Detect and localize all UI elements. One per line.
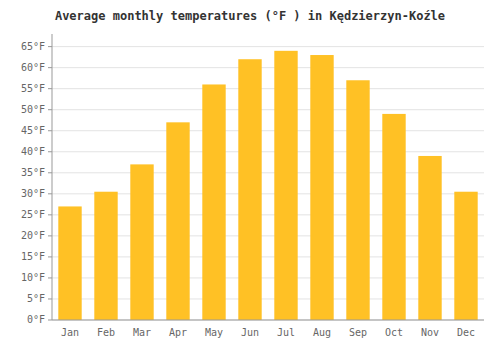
bar: [238, 59, 261, 320]
chart-title: Average monthly temperatures (°F ) in Kę…: [55, 9, 445, 23]
grid: [52, 47, 484, 320]
y-tick: [48, 67, 52, 68]
y-tick: [48, 320, 52, 321]
bar: [382, 114, 405, 320]
y-tick-label: 15°F: [21, 251, 45, 262]
x-tick-label: Apr: [169, 327, 187, 338]
x-tick-label: Mar: [133, 327, 151, 338]
y-tick: [48, 88, 52, 89]
x-axis: Jan Feb Mar Apr May Jun Jul Aug Sep Oct Nov Dec: [52, 320, 484, 338]
y-tick: [48, 172, 52, 173]
x-tick-label: Dec: [457, 327, 475, 338]
y-tick: [48, 151, 52, 152]
bars: [58, 51, 477, 320]
x-tick-label: Jan: [61, 327, 79, 338]
bar: [94, 192, 117, 320]
x-tick-label: Feb: [97, 327, 115, 338]
chart-container: 0°F 5°F 10°F 15°F 20°F 25°F 30°F 35°F 40°F 45°F 50…: [0, 0, 500, 350]
bar: [310, 55, 333, 320]
y-tick: [48, 130, 52, 131]
y-tick-label: 40°F: [21, 146, 45, 157]
y-tick: [48, 214, 52, 215]
grid-line: [52, 88, 484, 89]
x-tick-label: Jun: [241, 327, 259, 338]
bar: [274, 51, 297, 320]
y-tick-label: 60°F: [21, 62, 45, 73]
bar: [166, 122, 189, 320]
bar: [418, 156, 441, 320]
bar: [130, 164, 153, 320]
x-axis-line: [52, 320, 484, 321]
y-tick-label: 30°F: [21, 188, 45, 199]
y-tick-label: 20°F: [21, 230, 45, 241]
y-tick-label: 55°F: [21, 83, 45, 94]
grid-line: [52, 67, 484, 68]
y-axis: 0°F 5°F 10°F 15°F 20°F 25°F 30°F 35°F 40°F 45°F 50…: [21, 34, 52, 325]
bar: [58, 206, 81, 320]
x-tick-label: Sep: [349, 327, 367, 338]
chart-svg: 0°F 5°F 10°F 15°F 20°F 25°F 30°F 35°F 40°F 45°F 50…: [0, 0, 500, 350]
y-tick-label: 25°F: [21, 209, 45, 220]
grid-line: [52, 46, 484, 47]
x-tick-label: Nov: [421, 327, 439, 338]
y-tick: [48, 298, 52, 299]
x-tick-label: Aug: [313, 327, 331, 338]
y-tick-label: 35°F: [21, 167, 45, 178]
y-tick: [48, 235, 52, 236]
bar: [454, 192, 477, 320]
x-tick-label: Jul: [277, 327, 295, 338]
y-tick: [48, 256, 52, 257]
y-tick: [48, 46, 52, 47]
y-tick-label: 5°F: [27, 293, 45, 304]
x-tick-label: May: [205, 327, 223, 338]
grid-line: [52, 109, 484, 110]
y-tick-label: 45°F: [21, 125, 45, 136]
y-tick-label: 10°F: [21, 272, 45, 283]
y-tick-label: 65°F: [21, 41, 45, 52]
grid-line: [52, 151, 484, 152]
x-tick-label: Oct: [385, 327, 403, 338]
y-tick: [48, 277, 52, 278]
y-tick-label: 0°F: [27, 314, 45, 325]
grid-line: [52, 130, 484, 131]
y-tick: [48, 193, 52, 194]
y-axis-line: [52, 34, 53, 320]
bar: [202, 84, 225, 320]
y-tick: [48, 109, 52, 110]
grid-line: [52, 320, 484, 321]
bar: [346, 80, 369, 320]
y-tick-label: 50°F: [21, 104, 45, 115]
